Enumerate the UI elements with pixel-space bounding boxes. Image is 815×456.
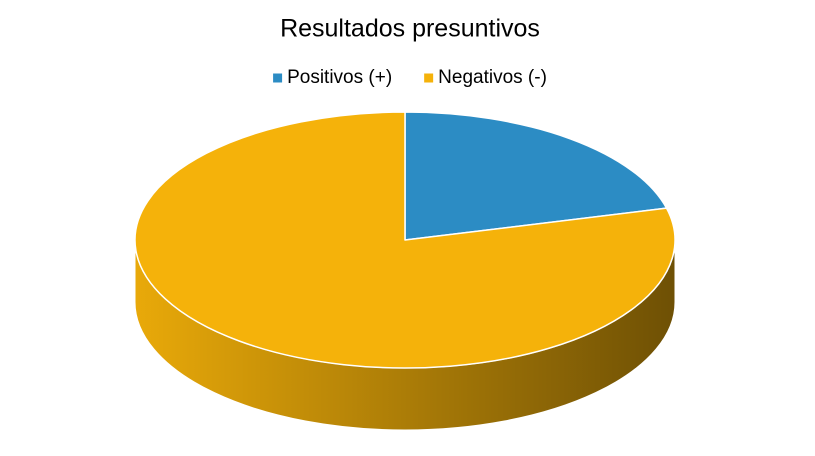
- pie-slice: [404, 111, 668, 241]
- chart-title: Resultados presuntivos: [280, 15, 540, 43]
- pie-slice: [134, 111, 676, 369]
- legend-label: Positivos (+): [287, 67, 392, 88]
- legend-swatch: [273, 73, 283, 83]
- legend-swatch: [424, 73, 434, 83]
- legend-label: Negativos (-): [438, 67, 547, 88]
